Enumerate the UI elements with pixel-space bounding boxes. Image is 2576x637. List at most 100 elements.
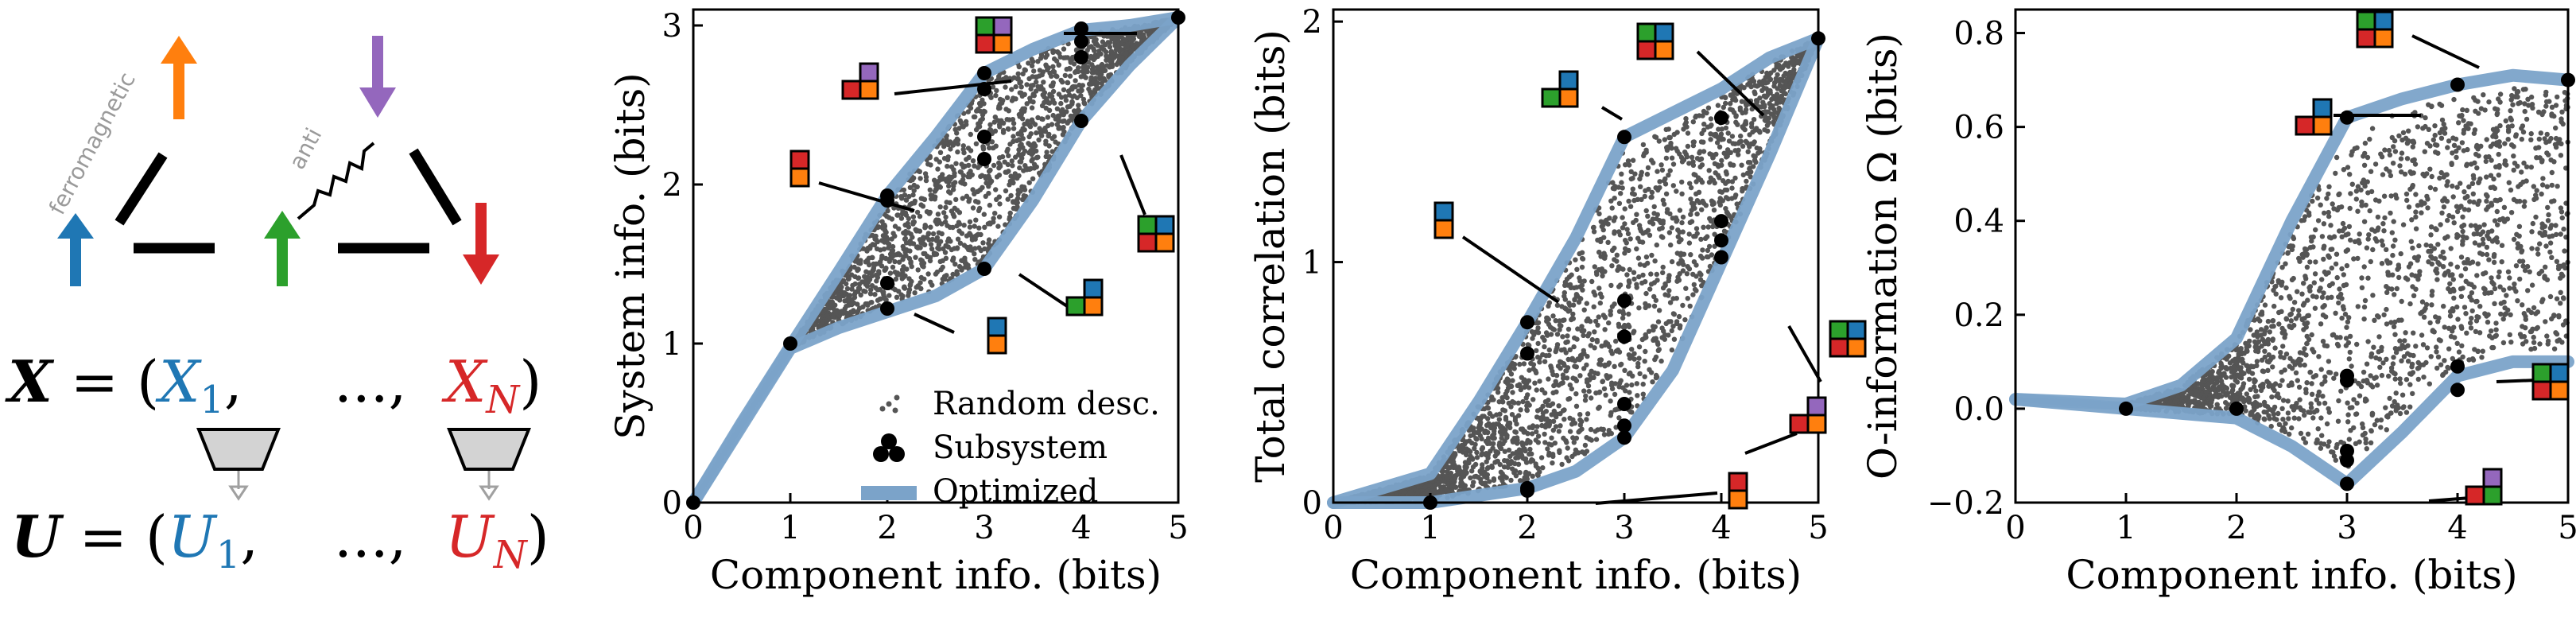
eq-u-eq: = ( bbox=[61, 503, 168, 570]
leader-line bbox=[1018, 273, 1069, 308]
axes-frame bbox=[692, 8, 1180, 504]
x-axis-label: Component info. (bits) bbox=[1350, 552, 1802, 598]
anti-label: anti bbox=[284, 123, 327, 173]
subsystem-icon bbox=[1789, 396, 1827, 434]
subsystem-point bbox=[1520, 346, 1534, 361]
legend-subsystem-marker bbox=[889, 446, 905, 462]
x-tick-label: 1 bbox=[1420, 510, 1440, 546]
blue-spin-up-arrow bbox=[57, 213, 94, 286]
subsystem-icon bbox=[1433, 201, 1454, 239]
green-spin-up-arrow bbox=[264, 211, 301, 286]
subsystem-point bbox=[880, 276, 894, 290]
eq-xn: X bbox=[441, 348, 488, 415]
x-tick-label: 4 bbox=[1071, 510, 1091, 546]
y-tick-label: 2 bbox=[662, 167, 682, 204]
subsystem-icon bbox=[2465, 468, 2503, 506]
leader-line bbox=[1744, 432, 1798, 455]
y-tick-label: 0.0 bbox=[1953, 391, 2004, 428]
subsystem-icon bbox=[1829, 320, 1867, 358]
legend-random-marker bbox=[879, 406, 886, 412]
subsystem-point bbox=[1520, 315, 1534, 330]
y-tick-label: 0.4 bbox=[1953, 204, 2004, 240]
subsystem-point bbox=[1520, 483, 1534, 498]
subsystem-point bbox=[2340, 476, 2354, 491]
y-tick-label: 0.8 bbox=[1953, 16, 2004, 52]
legend-entry: Optimized bbox=[933, 473, 1098, 510]
y-axis-label: O-information Ω (bits) bbox=[1860, 33, 1906, 480]
y-tick-label: 3 bbox=[662, 8, 682, 45]
y-tick-label: 2 bbox=[1302, 4, 1322, 41]
leader-line bbox=[818, 181, 915, 212]
spin-diagram: ferromagnetic anti X = (X1,..., XN) U = (… bbox=[5, 36, 549, 577]
eq-x-lhs: X bbox=[5, 348, 55, 415]
legend-subsystem-marker bbox=[873, 446, 889, 462]
subsystem-point bbox=[783, 336, 797, 351]
subsystem-point bbox=[1714, 214, 1728, 229]
subsystem-point bbox=[1617, 329, 1631, 344]
subsystem-point bbox=[977, 152, 991, 166]
subsystem-icon bbox=[1065, 278, 1104, 317]
eq-x-close: ) bbox=[519, 348, 541, 415]
x-tick-label: 2 bbox=[2226, 510, 2246, 546]
legend-subsystem-marker bbox=[881, 433, 897, 449]
subsystem-point bbox=[1617, 130, 1631, 145]
equation-x: X = (X1,..., XN) bbox=[5, 348, 541, 422]
legend: Random desc. Subsystem Optimized bbox=[861, 386, 1160, 510]
eq-x1-sub: 1 bbox=[200, 378, 224, 422]
subsystem-point bbox=[1074, 114, 1088, 128]
eq-x-eq: = ( bbox=[52, 348, 159, 415]
subsystem-point bbox=[1714, 111, 1728, 126]
axes-frame bbox=[1332, 8, 1820, 504]
panel-system-info: 0 1 2 3 4 5 0 1 2 3 Component info. (bits) System i… bbox=[607, 8, 1189, 598]
subsystem-icon bbox=[1137, 215, 1175, 253]
leader-line bbox=[1696, 50, 1765, 117]
leader-line bbox=[1595, 491, 1718, 505]
subsystem-icon bbox=[2531, 363, 2570, 401]
subsystem-point bbox=[1714, 233, 1728, 248]
optimized-upper-curve bbox=[1327, 32, 1825, 509]
y-tick-label: 0.2 bbox=[1953, 297, 2004, 334]
eq-un-sub: N bbox=[493, 533, 529, 577]
eq-un: U bbox=[445, 503, 495, 570]
orange-spin-up-arrow bbox=[161, 36, 197, 119]
eq-u-comma: , bbox=[240, 503, 258, 570]
legend-random-marker bbox=[894, 394, 900, 401]
legend-entry: Random desc. bbox=[933, 386, 1160, 422]
subsystem-point bbox=[1714, 250, 1728, 265]
encoder-1 bbox=[196, 428, 281, 501]
eq-x-dots: ..., bbox=[334, 348, 407, 415]
panel-o-information: 0 1 2 3 4 5 −0.2 0.0 0.2 0.4 0.6 0.8 Component info.… bbox=[1860, 8, 2576, 598]
subsystem-icon bbox=[841, 62, 879, 100]
equation-u: U = (U1,..., UN) bbox=[11, 503, 549, 577]
x-tick-label: 0 bbox=[1323, 510, 1343, 546]
panel-total-correlation: 0 1 2 3 4 5 0 1 2 Component info. (bits) Total cor… bbox=[1247, 4, 1829, 598]
subsystem-icon bbox=[1728, 472, 1748, 510]
y-tick-label: 1 bbox=[1302, 245, 1322, 282]
subsystem-point bbox=[1617, 418, 1631, 433]
x-axis-label: Component info. (bits) bbox=[710, 552, 1162, 598]
subsystem-point bbox=[2450, 77, 2465, 92]
x-tick-label: 3 bbox=[974, 510, 994, 546]
subsystem-icon bbox=[975, 16, 1013, 54]
x-tick-label: 2 bbox=[1517, 510, 1537, 546]
y-axis-label: Total correlation (bits) bbox=[1247, 29, 1294, 483]
subsystem-point bbox=[1074, 50, 1088, 64]
ferro-edge-left bbox=[114, 152, 168, 226]
x-tick-label: 4 bbox=[1711, 510, 1731, 546]
subsystem-point bbox=[2450, 359, 2465, 374]
subsystem-point bbox=[1617, 430, 1631, 445]
leader-line bbox=[1461, 235, 1560, 304]
eq-u-lhs: U bbox=[11, 503, 64, 570]
leader-line bbox=[1600, 106, 1624, 121]
y-tick-label: 0.6 bbox=[1953, 110, 2004, 146]
eq-xn-sub: N bbox=[485, 378, 521, 422]
encoder-n bbox=[447, 428, 531, 501]
eq-u-close: ) bbox=[527, 503, 549, 570]
y-tick-label: 0 bbox=[662, 485, 682, 522]
subsystem-icon bbox=[2356, 10, 2394, 49]
anti-spring bbox=[297, 142, 375, 220]
x-tick-label: 2 bbox=[877, 510, 897, 546]
subsystem-icon bbox=[1636, 22, 1674, 60]
subsystem-point bbox=[977, 130, 991, 144]
